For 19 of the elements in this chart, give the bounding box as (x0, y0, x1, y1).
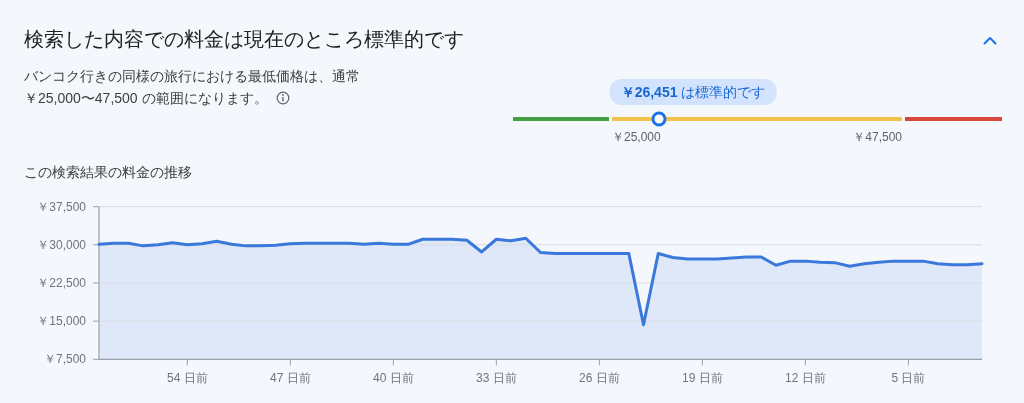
text: 検索した内容での料金は現在のところ標準的です (24, 27, 464, 52)
x-tick-label: 26 日前 (579, 371, 620, 385)
y-tick-label: ￥30,000 (37, 237, 87, 252)
chart-title: この検索結果の料金の推移 (24, 163, 192, 182)
text: ￥47,500 (853, 130, 903, 144)
text: ￥25,000 (612, 130, 662, 144)
x-tick-label: 54 日前 (166, 371, 208, 385)
text: ￥26,451 は標準的です (620, 84, 766, 100)
x-tick-label: 47 日前 (269, 371, 311, 385)
y-tick-label: ￥22,500 (37, 276, 87, 290)
x-tick-label: 19 日前 (682, 371, 723, 385)
x-tick-label: 12 日前 (785, 371, 826, 385)
y-tick-label: ￥7,500 (43, 352, 87, 367)
text: バンコク行きの同様の旅行における最低価格は、通常￥25,000〜47,500 の範囲になります。 (24, 67, 361, 108)
x-tick-label: 40 日前 (372, 371, 414, 385)
y-tick-label: ￥15,000 (37, 314, 87, 329)
x-tick-label: 5 日前 (891, 371, 926, 385)
y-tick-label: ￥37,500 (37, 199, 87, 214)
x-tick-label: 33 日前 (476, 371, 517, 385)
